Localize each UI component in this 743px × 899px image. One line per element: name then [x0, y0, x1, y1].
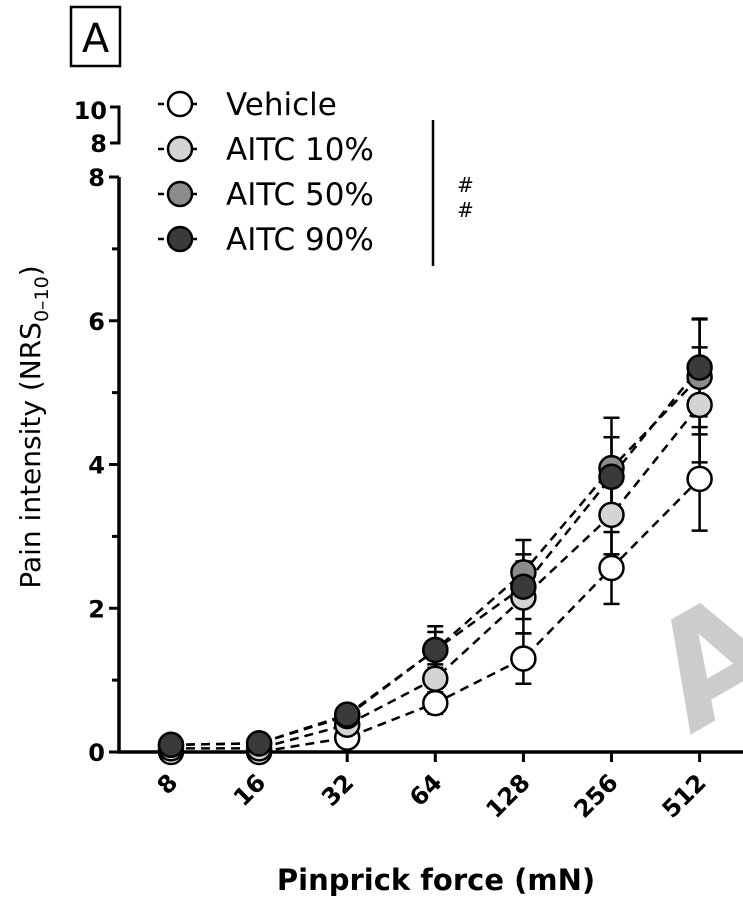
data-point: [598, 501, 625, 529]
data-point: [422, 636, 449, 664]
legend-marker: [166, 180, 194, 208]
legend-label: Vehicle: [226, 87, 337, 123]
legend-marker: [166, 225, 194, 253]
data-point: [686, 391, 713, 419]
x-tick-label: 256: [569, 768, 624, 823]
y-break-label-bottom: 8: [90, 130, 107, 158]
y-tick-label: 4: [88, 452, 105, 480]
x-tick-label: 32: [316, 768, 359, 811]
x-tick-label: 8: [152, 768, 184, 800]
data-point: [422, 689, 449, 717]
x-tick-label: 16: [228, 768, 271, 811]
data-point: [510, 573, 537, 600]
significance-mark: #: [457, 198, 474, 222]
legend-label: AITC 90%: [226, 222, 374, 258]
x-tick-label: 128: [480, 768, 535, 823]
data-point: [245, 730, 273, 757]
data-point: [598, 554, 625, 582]
x-tick-label: 512: [657, 768, 712, 823]
x-axis-label: Pinprick force (mN): [277, 863, 595, 897]
data-point: [686, 465, 713, 493]
y-tick-label: 0: [88, 739, 105, 767]
data-point: [157, 731, 185, 759]
legend-marker: [166, 135, 194, 163]
data-point: [422, 665, 449, 692]
y-break-label-top: 10: [74, 97, 107, 125]
data-point: [686, 354, 713, 381]
data-point: [333, 701, 361, 728]
legend-marker: [166, 90, 194, 118]
x-tick-label: 64: [404, 768, 447, 811]
legend-label: AITC 50%: [226, 177, 374, 213]
data-point: [598, 463, 625, 490]
y-tick-label: 2: [88, 595, 105, 623]
y-axis-break: [110, 105, 121, 145]
watermark: AC: [621, 502, 743, 766]
panel-label: A: [82, 16, 110, 62]
significance-mark: #: [457, 173, 474, 197]
y-tick-label: 8: [88, 164, 105, 192]
legend-label: AITC 10%: [226, 132, 374, 168]
y-tick-label: 6: [88, 308, 105, 336]
data-point: [510, 645, 537, 672]
y-axis-label: Pain intensity (NRS0–10): [14, 265, 53, 588]
panel-label-box: [69, 5, 122, 68]
